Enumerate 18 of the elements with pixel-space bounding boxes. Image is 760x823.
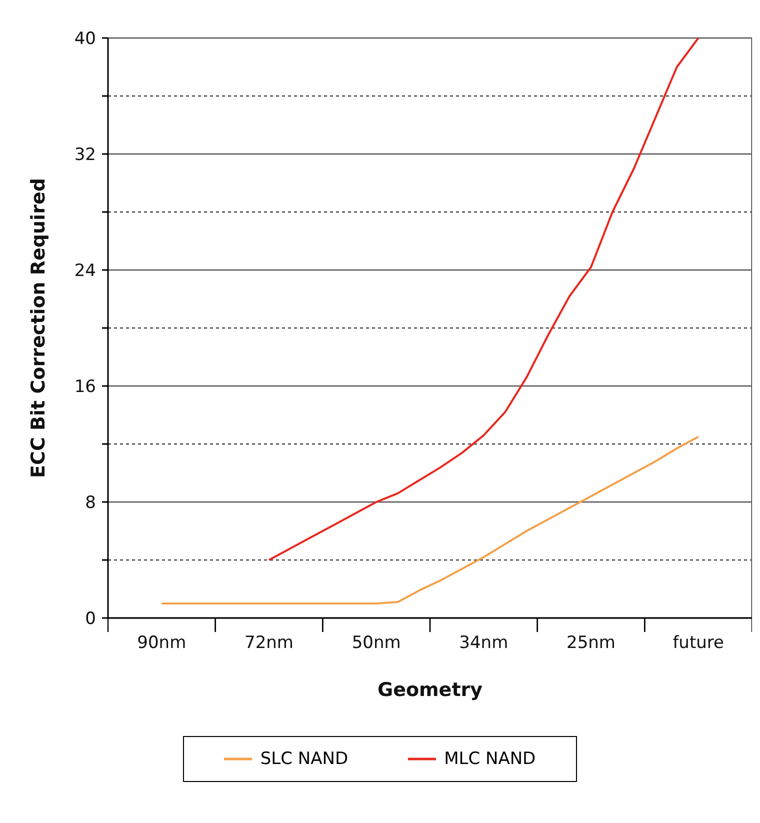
legend-label: MLC NAND [444, 749, 536, 769]
y-tick-label: 8 [85, 493, 96, 513]
y-tick-label: 40 [74, 29, 96, 49]
x-tick-label: 90nm [137, 633, 186, 653]
x-tick-label: 25nm [566, 633, 616, 653]
x-tick-label: 72nm [244, 633, 294, 653]
line-series [268, 38, 700, 561]
x-tick-label: future [672, 633, 724, 653]
x-axis-title: Geometry [377, 679, 484, 701]
y-tick-label: 16 [74, 377, 96, 397]
y-tick-label: 32 [74, 145, 96, 165]
x-tick-label: 34nm [459, 633, 508, 653]
y-axis-title: ECC Bit Correction Required [28, 178, 50, 478]
y-tick-label: 0 [85, 609, 96, 629]
x-tick-label: 50nm [352, 633, 401, 653]
y-tick-label: 24 [74, 261, 96, 281]
legend-label: SLC NAND [260, 749, 348, 769]
line-series [160, 436, 700, 604]
